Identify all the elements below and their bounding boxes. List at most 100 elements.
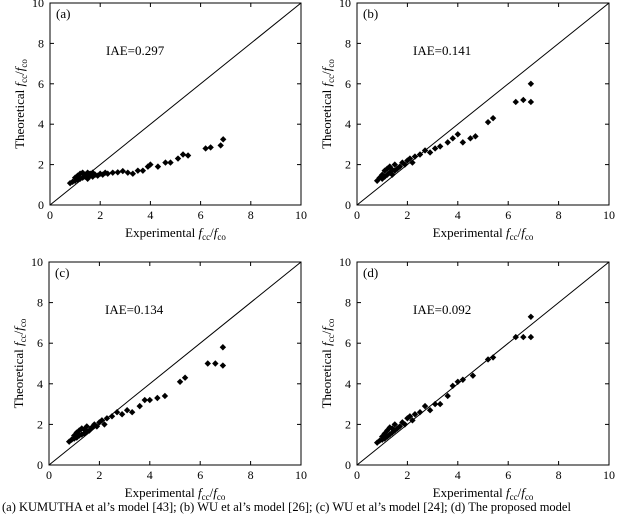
data-point (444, 139, 451, 146)
y-axis-label: Theoretical fcc/fco (319, 318, 336, 408)
data-point (146, 396, 153, 404)
y-tick-label: 4 (345, 377, 351, 391)
data-point (527, 80, 535, 87)
data-point (181, 374, 189, 381)
data-point (184, 152, 192, 159)
data-point (489, 354, 497, 361)
data-point (119, 167, 126, 175)
data-point (136, 402, 143, 410)
x-tick-label: 0 (354, 208, 360, 222)
data-point (416, 409, 424, 416)
data-point (484, 356, 492, 363)
data-point (467, 135, 474, 142)
data-point (176, 378, 184, 385)
data-point (389, 171, 396, 178)
x-axis-label: Experimental fcc/fco (433, 485, 534, 502)
data-point (154, 163, 162, 170)
data-point (204, 360, 211, 367)
y-tick-label: 10 (31, 255, 43, 269)
y-axis-label: Theoretical fcc/fco (11, 318, 28, 408)
panel-label: (a) (56, 6, 70, 21)
data-point (527, 313, 535, 321)
x-tick-label: 2 (96, 468, 102, 482)
data-point (93, 423, 101, 430)
data-point (431, 400, 439, 408)
x-tick-label: 10 (295, 468, 307, 482)
data-point (396, 423, 404, 430)
chart-panel-b: 0 2 4 6 8 10 0 2 4 6 8 10 (b) IAE=0.141 Experimental f… (319, 0, 615, 242)
data-point (71, 432, 78, 439)
data-point (512, 333, 519, 341)
y-tick-label: 6 (345, 336, 351, 350)
data-point (79, 169, 86, 176)
reference-line (356, 261, 610, 466)
x-axis-label: Experimental fcc/fco (433, 225, 534, 242)
panel-label: (c) (55, 265, 69, 280)
x-tick-label: 6 (505, 468, 511, 482)
y-axis-label: Theoretical fcc/fco (319, 59, 336, 149)
y-tick-label: 0 (38, 198, 44, 212)
data-point (404, 157, 411, 164)
plot-frame (356, 2, 610, 206)
y-tick-label: 10 (339, 255, 351, 269)
plot-frame (48, 261, 302, 466)
data-point (104, 170, 111, 177)
x-tick-label: 4 (147, 468, 153, 482)
data-point (406, 155, 414, 162)
data-point (86, 170, 94, 177)
chart-panel-c: 0 2 4 6 8 10 0 2 4 6 8 10 (c) IAE=0.134 Experimental f… (11, 255, 307, 502)
data-point (411, 411, 419, 418)
data-point (89, 173, 96, 180)
x-axis-label: Experimental fcc/fco (125, 485, 226, 502)
data-point (401, 161, 409, 168)
y-tick-label: 0 (345, 458, 351, 472)
data-point (101, 421, 108, 428)
data-point (114, 169, 121, 176)
data-point (421, 402, 429, 410)
y-tick-label: 8 (345, 36, 351, 50)
data-point (134, 167, 142, 174)
data-point (174, 155, 182, 162)
data-point (436, 143, 444, 150)
y-tick-label: 8 (37, 296, 43, 310)
data-point (421, 147, 429, 154)
data-point (118, 411, 126, 418)
y-tick-label: 2 (37, 417, 43, 431)
x-tick-label: 8 (556, 468, 562, 482)
data-point (406, 413, 414, 420)
data-point (401, 421, 409, 428)
data-point (74, 176, 81, 183)
panel-label: (b) (363, 6, 378, 21)
data-point (431, 145, 439, 152)
data-point (409, 159, 416, 166)
y-tick-label: 6 (38, 77, 44, 91)
y-axis-label: Theoretical fcc/fco (12, 59, 29, 149)
data-point (454, 378, 461, 385)
data-point (103, 415, 111, 422)
y-tick-label: 4 (38, 117, 44, 131)
data-point (391, 421, 398, 428)
data-point (381, 173, 388, 180)
x-tick-label: 2 (97, 208, 103, 222)
x-tick-label: 10 (603, 208, 615, 222)
x-tick-label: 2 (404, 468, 410, 482)
data-point (454, 131, 461, 138)
data-point (520, 333, 527, 341)
data-point (459, 139, 467, 146)
data-point (81, 430, 88, 437)
data-point (459, 376, 467, 383)
data-point (129, 170, 137, 177)
data-point (426, 406, 434, 414)
data-point (202, 145, 209, 152)
data-point (416, 151, 424, 158)
x-tick-label: 8 (556, 208, 562, 222)
x-tick-label: 0 (46, 468, 52, 482)
data-point (489, 114, 497, 122)
data-point (154, 394, 161, 402)
y-tick-label: 2 (345, 158, 351, 172)
plot-frame (356, 261, 610, 466)
data-point (128, 409, 136, 416)
data-point (449, 382, 456, 390)
y-tick-label: 0 (37, 458, 43, 472)
data-point (83, 423, 90, 430)
